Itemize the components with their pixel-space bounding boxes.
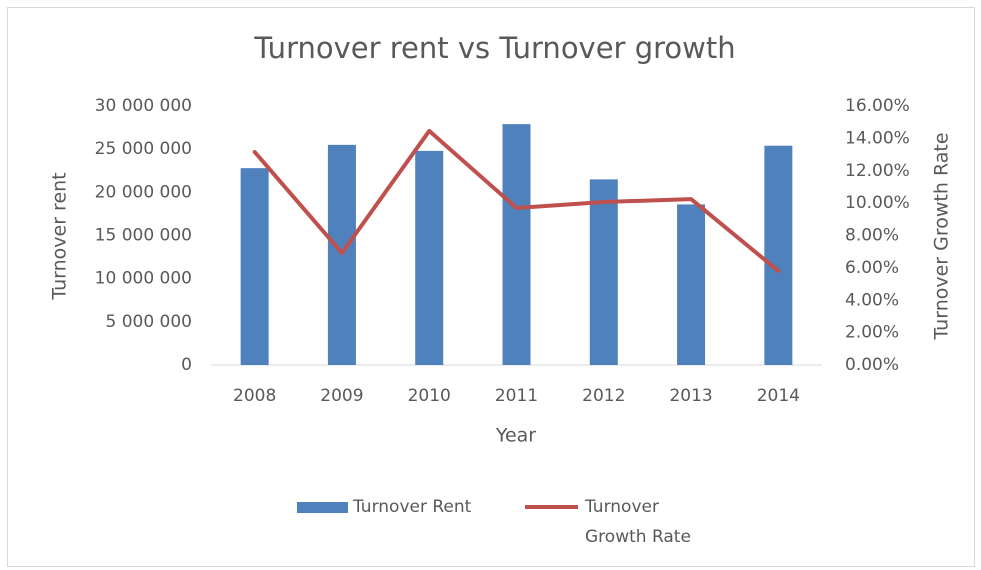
bar bbox=[764, 145, 793, 365]
y-tick-label: 25 000 000 bbox=[95, 139, 192, 159]
y-tick-label: 30 000 000 bbox=[95, 96, 192, 116]
y2-tick-label: 4.00% bbox=[845, 290, 899, 310]
bar bbox=[415, 150, 444, 365]
y-tick-label: 20 000 000 bbox=[95, 182, 192, 202]
y2-tick-label: 12.00% bbox=[845, 161, 910, 181]
chart-title: Turnover rent vs Turnover growth bbox=[253, 31, 735, 65]
x-tick-label: 2008 bbox=[233, 386, 276, 406]
x-tick-label: 2012 bbox=[582, 386, 625, 406]
y2-tick-label: 16.00% bbox=[845, 96, 910, 116]
line bbox=[252, 128, 781, 273]
y-tick-label: 5 000 000 bbox=[105, 312, 192, 332]
y2-axis-title: Turnover Growth Rate bbox=[931, 132, 953, 340]
y2-tick-label: 0.00% bbox=[845, 355, 899, 375]
x-tick-label: 2013 bbox=[669, 386, 712, 406]
y-tick-label: 15 000 000 bbox=[95, 226, 192, 246]
bar bbox=[240, 168, 269, 365]
y-tick-label: 0 bbox=[181, 355, 192, 375]
bar bbox=[502, 124, 531, 365]
y-tick-label: 10 000 000 bbox=[95, 269, 192, 289]
legend-label: Turnover Rent bbox=[352, 497, 472, 517]
legend-label: Turnover Growth Rate bbox=[584, 497, 691, 547]
y2-tick-label: 14.00% bbox=[845, 128, 910, 148]
x-axis-title: Year bbox=[495, 425, 536, 447]
y2-tick-label: 2.00% bbox=[845, 323, 899, 343]
y2-tick-label: 6.00% bbox=[845, 258, 899, 278]
y2-tick-label: 10.00% bbox=[845, 193, 910, 213]
x-tick-label: 2009 bbox=[320, 386, 363, 406]
bar bbox=[589, 179, 618, 365]
x-tick-label: 2014 bbox=[757, 386, 800, 406]
chart-border bbox=[7, 7, 975, 567]
y2-tick-label: 8.00% bbox=[845, 226, 899, 246]
bar bbox=[677, 204, 706, 365]
x-tick-label: 2010 bbox=[408, 386, 451, 406]
x-tick-label: 2011 bbox=[495, 386, 538, 406]
y-axis-title: Turnover rent bbox=[49, 172, 71, 300]
legend-swatch bbox=[297, 502, 348, 513]
